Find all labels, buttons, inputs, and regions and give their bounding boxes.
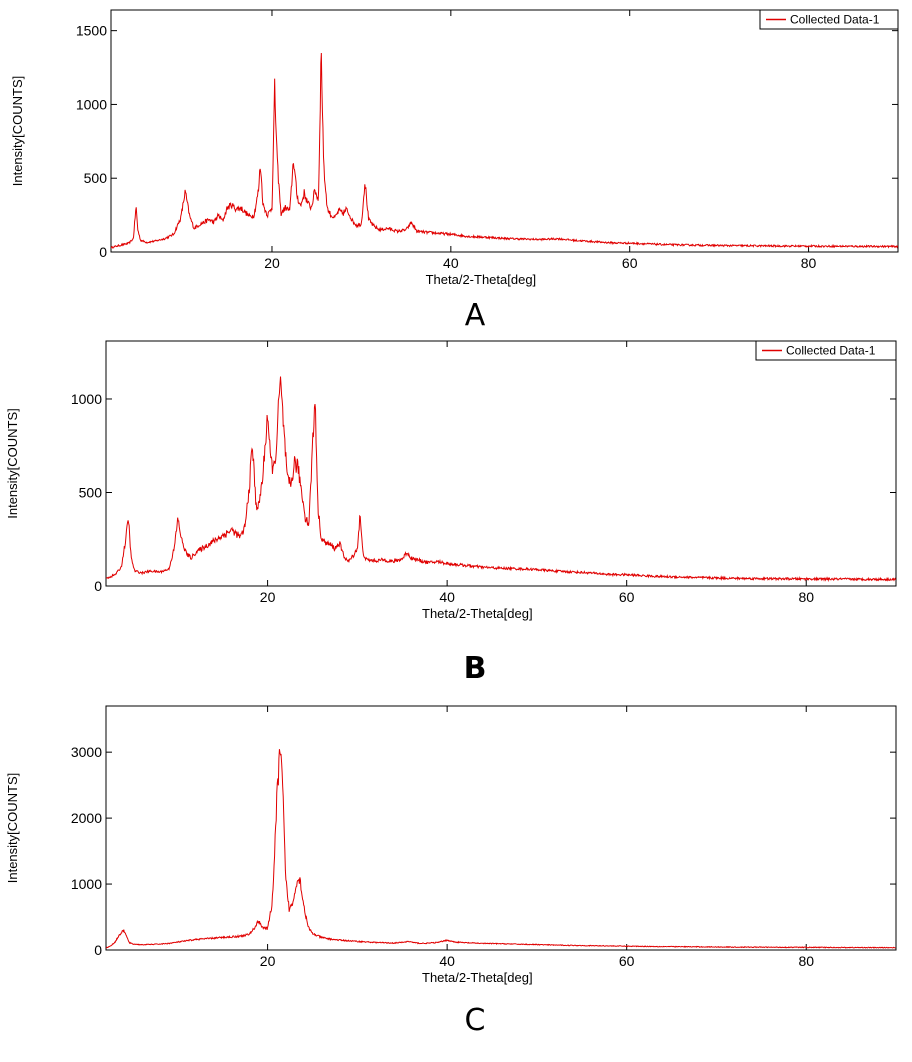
y-tick-label: 2000: [71, 810, 102, 826]
data-series-line: [111, 53, 898, 249]
plot-frame: [105, 705, 897, 951]
x-tick-label: 80: [801, 255, 817, 271]
x-axis-title: Theta/2-Theta[deg]: [422, 970, 533, 985]
panel-label: C: [465, 1003, 486, 1038]
x-tick-label: 80: [798, 589, 814, 605]
data-series-line: [106, 749, 896, 949]
legend-entry: Collected Data-1: [790, 13, 880, 27]
x-tick-label: 60: [619, 589, 635, 605]
y-tick-label: 0: [94, 942, 102, 958]
legend-entry: Collected Data-1: [786, 344, 876, 358]
legend: Collected Data-1: [759, 9, 899, 30]
chart-panel-b: 20 40 60 80 0 500 1000 Theta/2-Theta[deg] Intens…: [5, 340, 897, 686]
y-axis-title: Intensity[COUNTS]: [5, 408, 20, 519]
y-axis-title: Intensity[COUNTS]: [5, 773, 20, 884]
chart-panel-c: 20 40 60 80 0 1000 2000 3000 Theta/2-Theta[deg] I…: [5, 705, 897, 1038]
panel-label: A: [465, 298, 486, 333]
y-tick-label: 500: [84, 170, 108, 186]
y-tick-label: 1000: [76, 96, 107, 112]
plot-frame: [105, 340, 897, 587]
y-tick-label: 0: [94, 578, 102, 594]
legend: Collected Data-1: [755, 340, 897, 361]
y-tick-label: 500: [79, 484, 103, 500]
data-series-line: [106, 376, 896, 583]
charts-group: 20 40 60 80 0 500 1000 1500 Theta/2-Theta[deg] In…: [5, 9, 899, 1038]
x-axis-title: Theta/2-Theta[deg]: [426, 272, 537, 287]
x-tick-label: 20: [264, 255, 280, 271]
x-tick-label: 80: [798, 953, 814, 969]
legend-box: [755, 340, 897, 361]
y-tick-label: 1500: [76, 23, 107, 39]
x-tick-label: 40: [443, 255, 459, 271]
x-tick-label: 20: [260, 589, 276, 605]
y-tick-label: 1000: [71, 391, 102, 407]
y-tick-label: 1000: [71, 876, 102, 892]
panel-label: B: [464, 651, 487, 686]
x-axis-title: Theta/2-Theta[deg]: [422, 606, 533, 621]
plot-frame: [110, 9, 899, 253]
y-axis-title: Intensity[COUNTS]: [10, 76, 25, 187]
x-tick-label: 60: [622, 255, 638, 271]
x-tick-label: 60: [619, 953, 635, 969]
legend-box: [759, 9, 899, 30]
x-tick-label: 20: [260, 953, 276, 969]
x-tick-label: 40: [439, 589, 455, 605]
chart-panel-a: 20 40 60 80 0 500 1000 1500 Theta/2-Theta[deg] In…: [10, 9, 899, 333]
x-tick-label: 40: [439, 953, 455, 969]
y-tick-label: 3000: [71, 744, 102, 760]
y-tick-label: 0: [99, 244, 107, 260]
